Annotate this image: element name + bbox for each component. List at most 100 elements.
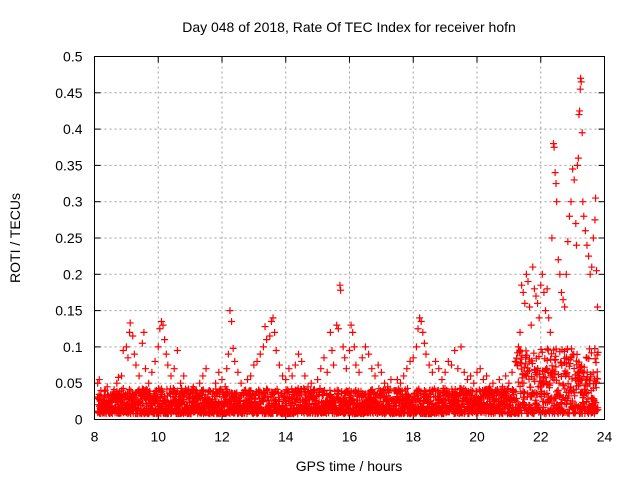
noise-point bbox=[594, 375, 602, 383]
data-point bbox=[226, 307, 234, 315]
data-point bbox=[527, 321, 535, 329]
data-point bbox=[591, 216, 599, 224]
grid-lines bbox=[94, 56, 605, 420]
data-point bbox=[183, 386, 191, 394]
noise-point bbox=[523, 351, 531, 359]
data-point bbox=[333, 321, 341, 329]
data-point bbox=[140, 328, 148, 336]
noise-point bbox=[139, 399, 147, 407]
noise-point bbox=[541, 373, 549, 381]
data-point bbox=[229, 344, 237, 352]
x-tick-label: 8 bbox=[91, 429, 99, 445]
data-point bbox=[521, 299, 529, 307]
data-point bbox=[330, 361, 338, 369]
noise-point bbox=[561, 385, 569, 393]
data-point bbox=[516, 328, 524, 336]
data-point bbox=[231, 357, 239, 365]
data-point bbox=[221, 383, 229, 391]
data-point bbox=[508, 368, 516, 376]
data-point bbox=[417, 317, 425, 325]
data-point bbox=[432, 357, 440, 365]
data-point bbox=[581, 227, 589, 235]
data-point bbox=[272, 347, 280, 355]
noise-point bbox=[522, 360, 530, 368]
noise-point bbox=[514, 378, 522, 386]
data-point bbox=[550, 143, 558, 151]
noise-point bbox=[582, 376, 590, 384]
noise-point bbox=[520, 363, 528, 371]
data-point bbox=[454, 365, 462, 373]
noise-point bbox=[543, 389, 551, 397]
background-noise-marks bbox=[94, 345, 602, 418]
noise-point bbox=[513, 354, 521, 362]
data-point bbox=[397, 379, 404, 387]
plot-frame bbox=[94, 56, 605, 420]
noise-point bbox=[594, 406, 602, 414]
data-point bbox=[189, 383, 197, 391]
data-point bbox=[535, 314, 543, 322]
data-point bbox=[261, 323, 269, 331]
data-point bbox=[546, 328, 554, 336]
noise-point bbox=[548, 362, 556, 370]
data-point bbox=[483, 372, 491, 380]
data-point bbox=[444, 357, 452, 365]
data-point bbox=[381, 379, 389, 387]
data-point bbox=[511, 357, 519, 365]
data-point bbox=[548, 234, 556, 242]
data-point bbox=[193, 394, 200, 402]
data-point bbox=[574, 154, 582, 162]
noise-point bbox=[289, 391, 297, 399]
data-point bbox=[384, 383, 392, 391]
noise-point bbox=[512, 388, 520, 396]
noise-point bbox=[549, 366, 557, 374]
y-tick-label: 0.25 bbox=[55, 230, 82, 246]
data-point bbox=[162, 350, 170, 358]
data-point bbox=[579, 198, 587, 206]
data-point bbox=[422, 350, 430, 358]
data-point bbox=[256, 350, 264, 358]
data-point bbox=[409, 354, 417, 362]
data-point bbox=[352, 361, 360, 369]
noise-point bbox=[592, 399, 600, 407]
data-point bbox=[583, 241, 591, 249]
y-tick-label: 0.45 bbox=[55, 85, 82, 101]
data-point bbox=[154, 343, 162, 351]
data-point bbox=[400, 372, 408, 380]
data-point bbox=[552, 180, 560, 188]
noise-point bbox=[543, 356, 551, 364]
noise-point bbox=[593, 368, 601, 376]
noise-point bbox=[525, 367, 533, 375]
data-point bbox=[505, 379, 513, 387]
data-point bbox=[110, 388, 118, 396]
noise-point bbox=[385, 389, 393, 397]
data-point bbox=[438, 376, 446, 384]
data-point bbox=[428, 368, 436, 376]
data-point bbox=[349, 328, 357, 336]
data-point bbox=[336, 281, 344, 289]
data-point bbox=[228, 317, 236, 325]
data-point bbox=[337, 286, 345, 294]
data-point bbox=[425, 361, 433, 369]
data-point bbox=[223, 365, 231, 373]
data-point bbox=[524, 278, 532, 286]
data-point bbox=[94, 379, 102, 387]
data-point bbox=[463, 376, 471, 384]
data-point bbox=[365, 350, 373, 358]
data-point bbox=[435, 365, 443, 373]
data-point bbox=[97, 386, 105, 394]
data-point bbox=[550, 140, 557, 148]
data-point bbox=[419, 328, 427, 336]
noise-point bbox=[551, 356, 559, 364]
data-point bbox=[499, 383, 506, 391]
x-tick-label: 20 bbox=[469, 429, 485, 445]
data-point bbox=[371, 372, 379, 380]
data-point bbox=[358, 354, 366, 362]
noise-point bbox=[570, 365, 578, 373]
data-point bbox=[320, 354, 328, 362]
data-point bbox=[570, 176, 578, 184]
data-point bbox=[589, 234, 597, 242]
noise-point bbox=[551, 370, 559, 378]
noise-point bbox=[584, 395, 592, 403]
data-point bbox=[114, 373, 122, 381]
data-point bbox=[492, 386, 500, 394]
